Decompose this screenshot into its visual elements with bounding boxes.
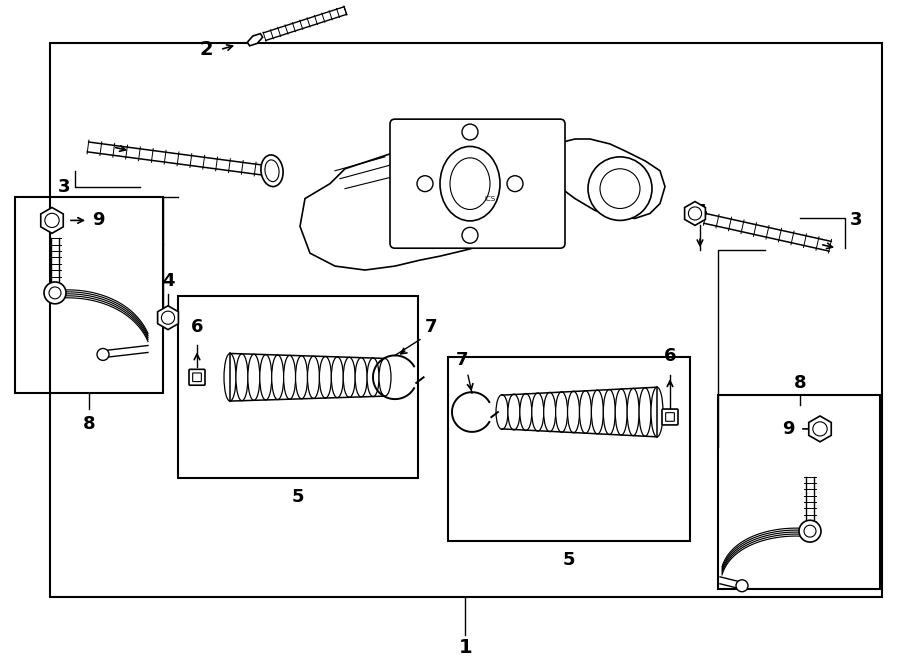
- Text: 8: 8: [794, 374, 806, 392]
- Ellipse shape: [261, 155, 284, 186]
- Ellipse shape: [265, 160, 279, 182]
- Ellipse shape: [295, 356, 308, 399]
- FancyBboxPatch shape: [666, 412, 674, 421]
- Text: 3: 3: [850, 212, 862, 229]
- Bar: [448, 358, 690, 541]
- Ellipse shape: [284, 356, 295, 399]
- Polygon shape: [555, 139, 665, 218]
- Bar: [718, 395, 880, 589]
- Circle shape: [417, 176, 433, 192]
- Ellipse shape: [627, 389, 639, 436]
- Text: 9: 9: [92, 212, 104, 229]
- Text: 9: 9: [782, 420, 795, 438]
- Bar: [50, 43, 882, 597]
- Ellipse shape: [450, 158, 490, 210]
- Ellipse shape: [616, 389, 627, 435]
- Circle shape: [507, 176, 523, 192]
- Ellipse shape: [308, 356, 320, 399]
- Ellipse shape: [248, 354, 260, 401]
- Polygon shape: [300, 127, 560, 270]
- Polygon shape: [40, 208, 63, 233]
- Ellipse shape: [520, 393, 532, 430]
- Ellipse shape: [580, 391, 591, 434]
- Polygon shape: [809, 416, 832, 442]
- Ellipse shape: [603, 389, 616, 434]
- Ellipse shape: [272, 355, 284, 399]
- Polygon shape: [685, 202, 706, 225]
- Circle shape: [49, 287, 61, 299]
- Circle shape: [97, 348, 109, 360]
- Ellipse shape: [508, 394, 520, 430]
- Polygon shape: [248, 34, 263, 46]
- Circle shape: [813, 422, 827, 436]
- Text: 8: 8: [83, 415, 95, 433]
- Ellipse shape: [379, 358, 391, 396]
- Text: 1: 1: [458, 638, 473, 657]
- Circle shape: [799, 520, 821, 542]
- Text: 6: 6: [191, 317, 203, 336]
- Circle shape: [600, 169, 640, 208]
- Bar: [178, 296, 418, 477]
- Text: 6: 6: [664, 348, 676, 366]
- Circle shape: [44, 282, 66, 304]
- Polygon shape: [158, 306, 178, 330]
- Ellipse shape: [496, 395, 508, 430]
- Text: 5: 5: [562, 551, 575, 569]
- Circle shape: [462, 124, 478, 140]
- Ellipse shape: [367, 358, 379, 397]
- Ellipse shape: [568, 391, 580, 433]
- Circle shape: [588, 157, 652, 220]
- FancyBboxPatch shape: [189, 369, 205, 385]
- Ellipse shape: [440, 147, 500, 221]
- Ellipse shape: [356, 358, 367, 397]
- Text: 4: 4: [162, 272, 175, 290]
- Circle shape: [688, 207, 702, 220]
- FancyBboxPatch shape: [662, 409, 678, 425]
- FancyBboxPatch shape: [390, 119, 565, 248]
- Ellipse shape: [320, 356, 331, 398]
- Circle shape: [462, 227, 478, 243]
- Ellipse shape: [651, 387, 663, 437]
- Text: 7: 7: [455, 352, 468, 369]
- Text: 7: 7: [425, 317, 437, 336]
- Ellipse shape: [591, 390, 603, 434]
- Ellipse shape: [639, 388, 651, 436]
- Bar: [15, 196, 163, 393]
- Ellipse shape: [331, 357, 343, 398]
- Circle shape: [736, 580, 748, 592]
- Ellipse shape: [343, 357, 356, 397]
- Text: 2: 2: [200, 40, 213, 59]
- Ellipse shape: [532, 393, 544, 431]
- Ellipse shape: [260, 354, 272, 400]
- Text: ICS: ICS: [484, 196, 496, 202]
- Ellipse shape: [544, 393, 555, 432]
- Text: 3: 3: [58, 178, 70, 196]
- Text: 5: 5: [292, 488, 304, 506]
- Ellipse shape: [236, 354, 248, 401]
- Circle shape: [45, 214, 59, 227]
- Ellipse shape: [555, 392, 568, 432]
- Text: 4: 4: [694, 204, 706, 221]
- Circle shape: [804, 525, 816, 537]
- FancyBboxPatch shape: [193, 373, 202, 381]
- Ellipse shape: [224, 354, 236, 401]
- Circle shape: [161, 311, 175, 325]
